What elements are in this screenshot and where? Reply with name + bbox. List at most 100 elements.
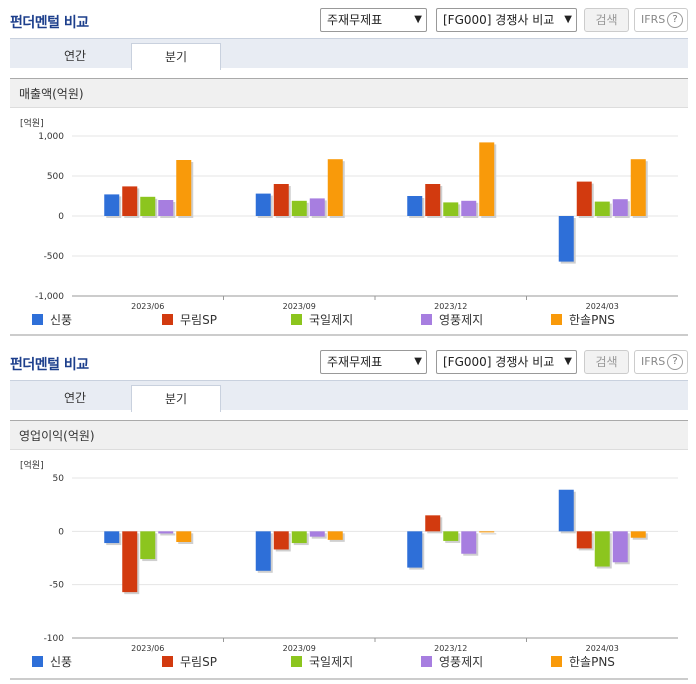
- bar: [461, 200, 477, 216]
- chevron-down-icon: ▼: [414, 356, 422, 367]
- statement-select[interactable]: 주재무제표 ▼: [320, 8, 427, 32]
- chevron-down-icon: ▼: [414, 14, 422, 25]
- bar: [558, 216, 574, 262]
- chart-subtitle: 매출액(억원): [10, 78, 688, 108]
- peer-group-select-value: [FG000] 경쟁사 비교: [443, 355, 555, 369]
- x-tick-label: 2023/06: [131, 302, 164, 311]
- y-tick-label: -1,000: [35, 292, 64, 302]
- ifrs-button[interactable]: IFRS?: [634, 8, 688, 32]
- bar: [407, 196, 423, 216]
- help-icon[interactable]: ?: [667, 354, 683, 370]
- bar: [630, 159, 646, 216]
- bar: [327, 531, 343, 540]
- peer-group-select[interactable]: [FG000] 경쟁사 비교 ▼: [436, 350, 577, 374]
- bar: [612, 199, 628, 216]
- bar: [176, 160, 192, 216]
- bar-shadow: [481, 533, 497, 535]
- bar: [309, 198, 325, 216]
- peer-group-select-value: [FG000] 경쟁사 비교: [443, 13, 555, 27]
- bar: [576, 531, 592, 549]
- bar: [273, 184, 289, 216]
- bar: [479, 531, 495, 533]
- legend-swatch: [162, 314, 173, 325]
- y-tick-label: -50: [49, 581, 64, 591]
- y-tick-label: 50: [53, 474, 65, 484]
- legend-swatch: [551, 656, 562, 667]
- bar: [255, 193, 271, 216]
- search-button[interactable]: 검색: [584, 350, 629, 374]
- tab-quarterly[interactable]: 분기: [131, 43, 221, 70]
- legend-swatch: [32, 314, 43, 325]
- bar: [158, 200, 174, 216]
- bar: [612, 531, 628, 563]
- legend-label: 국일제지: [309, 655, 353, 669]
- y-unit-label: [억원]: [20, 117, 44, 129]
- legend-swatch: [291, 314, 302, 325]
- bar: [425, 515, 441, 532]
- period-tabs: 연간 분기: [10, 38, 688, 70]
- bar: [158, 531, 174, 534]
- sales-bar-chart: [억원] 1,000 500 0 -500 -1,000 2023/06 2023/09 202…: [20, 117, 678, 327]
- ifrs-label: IFRS: [641, 13, 666, 26]
- x-tick-label: 2024/03: [586, 302, 619, 311]
- bar: [176, 531, 192, 542]
- bar: [425, 184, 441, 216]
- bar: [479, 142, 495, 216]
- period-tabs: 연간 분기: [10, 380, 688, 412]
- fundamental-section-operating-profit: 펀더멘털 비교 주재무제표 ▼ [FG000] 경쟁사 비교 ▼ 검색 IFRS? …: [0, 342, 696, 684]
- ifrs-button[interactable]: IFRS?: [634, 350, 688, 374]
- search-button[interactable]: 검색: [584, 8, 629, 32]
- bar: [407, 531, 423, 568]
- statement-select[interactable]: 주재무제표 ▼: [320, 350, 427, 374]
- bar: [594, 531, 610, 567]
- legend-label: 한솔PNS: [569, 655, 615, 669]
- section-divider: [10, 334, 688, 336]
- chevron-down-icon: ▼: [564, 14, 572, 25]
- bar: [291, 200, 307, 216]
- legend-swatch: [551, 314, 562, 325]
- legend-swatch: [421, 656, 432, 667]
- bar: [104, 531, 120, 544]
- bar: [122, 531, 138, 593]
- section-header: 펀더멘털 비교 주재무제표 ▼ [FG000] 경쟁사 비교 ▼ 검색 IFRS?: [0, 342, 696, 380]
- legend-label: 영풍제지: [439, 313, 483, 327]
- tab-annual[interactable]: 연간: [63, 49, 87, 63]
- bar: [576, 181, 592, 216]
- statement-select-value: 주재무제표: [327, 355, 383, 369]
- x-tick-label: 2023/12: [434, 302, 467, 311]
- bar: [443, 202, 459, 216]
- fundamental-section-sales: 펀더멘털 비교 주재무제표 ▼ [FG000] 경쟁사 비교 ▼ 검색 IFRS? …: [10, 8, 688, 336]
- operating-profit-bar-chart: [억원] 50 0 -50 -100 2023/06 2023/09 2023/12 2024/…: [20, 459, 678, 669]
- legend-swatch: [162, 656, 173, 667]
- statement-select-value: 주재무제표: [327, 13, 383, 27]
- legend-label: 무림SP: [180, 655, 217, 669]
- bar: [291, 531, 307, 544]
- x-tick-label: 2023/06: [131, 644, 164, 653]
- ifrs-label: IFRS: [641, 355, 666, 368]
- section-title: 펀더멘털 비교: [10, 357, 89, 373]
- legend-swatch: [421, 314, 432, 325]
- legend-label: 신풍: [50, 313, 72, 327]
- bar-shadow: [160, 533, 176, 536]
- bar: [140, 196, 156, 216]
- help-icon[interactable]: ?: [667, 12, 683, 28]
- bar: [558, 489, 574, 532]
- y-tick-label: -100: [44, 634, 65, 644]
- bar: [122, 186, 138, 216]
- bar: [594, 201, 610, 216]
- bar: [630, 531, 646, 538]
- legend-label: 신풍: [50, 655, 72, 669]
- legend-label: 무림SP: [180, 313, 217, 327]
- bar: [461, 531, 477, 554]
- bar: [104, 194, 120, 216]
- chevron-down-icon: ▼: [564, 356, 572, 367]
- x-tick-label: 2023/12: [434, 644, 467, 653]
- y-tick-label: 0: [58, 527, 64, 537]
- peer-group-select[interactable]: [FG000] 경쟁사 비교 ▼: [436, 8, 577, 32]
- tab-quarterly[interactable]: 분기: [131, 385, 221, 412]
- bar: [140, 531, 156, 560]
- tab-annual[interactable]: 연간: [63, 391, 87, 405]
- y-unit-label: [억원]: [20, 459, 44, 471]
- bar: [273, 531, 289, 550]
- x-tick-label: 2024/03: [586, 644, 619, 653]
